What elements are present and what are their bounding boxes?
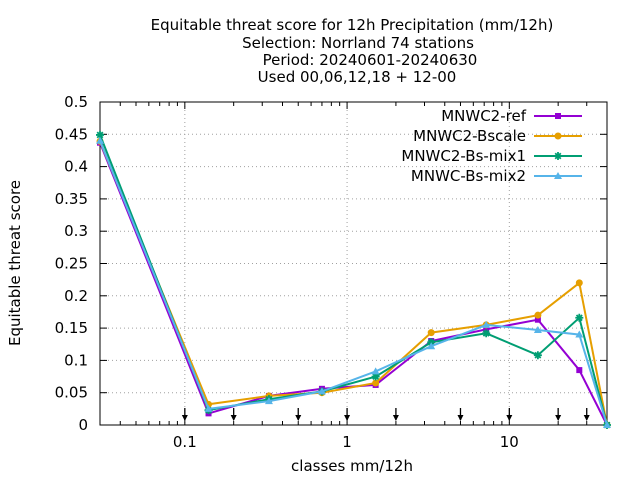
y-tick-label: 0.1 [64,351,88,369]
series-point [96,136,104,144]
series-point [317,387,326,395]
threshold-arrow [344,408,351,421]
series-point [204,404,213,412]
x-tick-label: 0.1 [173,433,197,451]
y-axis-label: Equitable threat score [6,180,24,346]
series-point [575,330,584,338]
grid [100,102,607,425]
series-point [482,320,491,328]
series-point [575,313,584,322]
series-point [534,316,541,323]
series-point [554,132,562,140]
threshold-arrow [181,408,188,421]
y-tick-label: 0.35 [55,190,88,208]
series-line [99,140,608,426]
y-tick-label: 0.45 [55,125,88,143]
series-point [554,152,562,160]
series-point [96,130,104,139]
y-tick-label: 0.3 [64,222,88,240]
title-line-4: Used 00,06,12,18 + 12-00 [258,68,457,86]
series-point [482,329,491,338]
series-point [575,279,583,287]
legend-entry: MNWC2-ref [441,107,582,125]
threshold-arrow [555,408,562,421]
y-tick-label: 0.05 [55,384,88,402]
legend: MNWC2-ref MNWC2-Bscale MNWC2-Bs-mix1 MNWC-B… [401,107,582,185]
legend-entry: MNWC2-Bs-mix1 [401,147,582,165]
series-mnwc2-bs-mix1 [96,130,611,429]
series-mnwc2-bscale [96,137,611,429]
series-point [427,329,435,337]
legend-label: MNWC2-ref [441,107,526,125]
legend-entry: MNWC-Bs-mix2 [411,167,582,185]
title-line-2: Selection: Norrland 74 stations [242,34,474,52]
series-point [533,351,542,360]
series-point [264,397,273,405]
y-tick-label: 0.15 [55,319,88,337]
series-point [372,379,380,387]
threshold-markers [181,408,590,421]
axes: 0 0.05 0.1 0.15 0.2 0.25 0.3 0.35 0.4 0.45 0.5 0.1 1… [55,93,608,451]
threshold-arrow [583,408,590,421]
series-point [576,367,583,374]
y-tick-label: 0.25 [55,255,88,273]
y-tick-label: 0.2 [64,287,88,305]
threshold-arrow [392,408,399,421]
series-line [99,134,608,426]
series-point [371,372,380,381]
y-tick-label: 0 [78,416,88,434]
legend-label: MNWC-Bs-mix2 [411,167,526,185]
x-tick-label: 1 [342,433,352,451]
threshold-arrow-head [295,415,302,421]
threshold-arrow-head [506,415,513,421]
series-mnwc2-ref [97,139,610,428]
threshold-arrow-head [457,415,464,421]
threshold-arrow [295,408,302,421]
legend-label: MNWC2-Bscale [413,127,526,145]
series-lines [96,130,611,429]
series-point [554,172,562,179]
series-point [534,311,542,319]
legend-label: MNWC2-Bs-mix1 [401,147,526,165]
threshold-arrow-head [181,415,188,421]
legend-entry: MNWC2-Bscale [413,127,582,145]
y-tick-label: 0.5 [64,93,88,111]
title-line-3: Period: 20240601-20240630 [263,51,478,69]
series-mnwc-bs-mix2 [96,136,611,428]
y-tick-label: 0.4 [64,158,88,176]
threshold-arrow [457,408,464,421]
threshold-arrow-head [583,415,590,421]
series-point [533,326,542,334]
series-point [555,113,561,119]
threshold-arrow-head [555,415,562,421]
series-point [371,367,380,375]
series-point [427,342,436,350]
threshold-arrow-head [344,415,351,421]
x-tick-label: 10 [500,433,519,451]
threshold-arrow-head [230,415,237,421]
title-line-1: Equitable threat score for 12h Precipita… [151,16,554,34]
x-axis-label: classes mm/12h [291,457,413,475]
series-point [603,421,611,428]
threshold-arrow [506,408,513,421]
threshold-arrow [230,408,237,421]
threshold-arrow-head [392,415,399,421]
chart-title: Equitable threat score for 12h Precipita… [151,16,554,86]
